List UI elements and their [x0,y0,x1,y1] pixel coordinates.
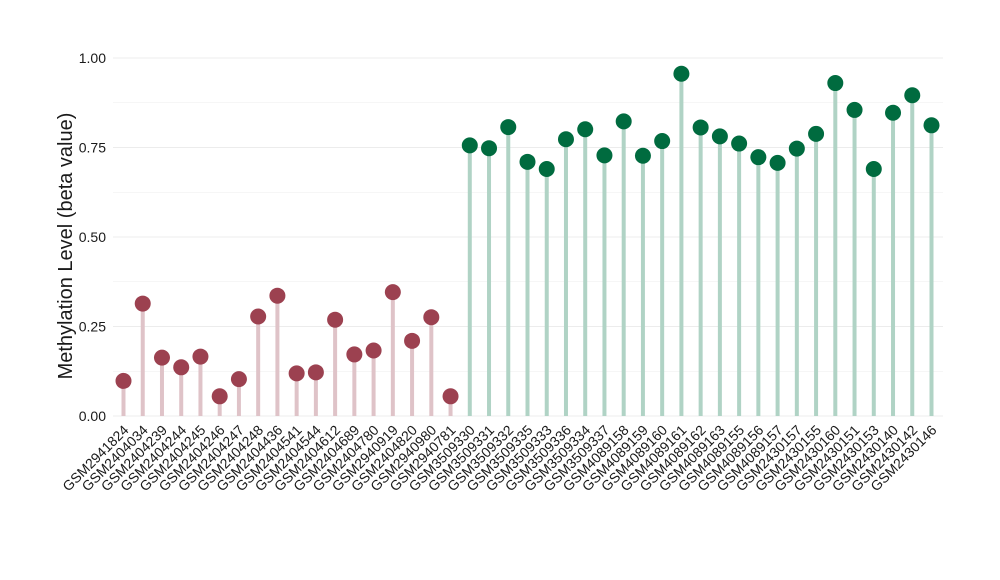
lollipop-stems [121,73,934,416]
data-point [288,365,305,382]
data-point [865,160,882,177]
data-point [307,364,324,381]
data-point [596,147,613,164]
data-point [500,119,517,136]
data-point [211,388,228,405]
data-point [788,140,805,157]
data-point [769,154,786,171]
data-point [538,160,555,177]
y-axis-title: Methylation Level (beta value) [55,113,77,380]
y-tick-label: 0.50 [79,229,106,245]
data-point [519,153,536,170]
lollipop-points [115,65,940,405]
data-point [173,359,190,376]
data-point [250,308,267,325]
data-point [461,137,478,154]
data-point [654,133,671,150]
data-point [673,65,690,82]
data-point [230,371,247,388]
data-point [634,147,651,164]
y-tick-label: 0.25 [79,319,106,335]
data-point [423,309,440,326]
data-point [404,332,421,349]
data-point [711,128,728,145]
data-point [269,287,286,304]
data-point [885,104,902,121]
data-point [365,342,382,359]
data-point [327,311,344,328]
data-point [115,372,132,389]
data-point [750,149,767,166]
x-axis: GSM2941824GSM2404034GSM2404239GSM2404244… [59,422,940,495]
data-point [153,349,170,366]
data-point [557,131,574,148]
data-point [846,101,863,118]
data-point [192,348,209,365]
data-point [615,113,632,130]
data-point [731,135,748,152]
data-point [481,140,498,157]
data-point [827,75,844,92]
data-point [346,346,363,363]
y-axis: 0.00 0.25 0.50 0.75 1.00 [79,50,106,424]
data-point [808,125,825,142]
data-point [442,388,459,405]
y-tick-label: 0.75 [79,140,106,156]
data-point [904,87,921,104]
data-point [384,284,401,301]
data-point [134,295,151,312]
data-point [923,117,940,134]
data-point [692,119,709,136]
y-tick-label: 1.00 [79,50,106,66]
data-point [577,121,594,138]
y-tick-label: 0.00 [79,408,106,424]
